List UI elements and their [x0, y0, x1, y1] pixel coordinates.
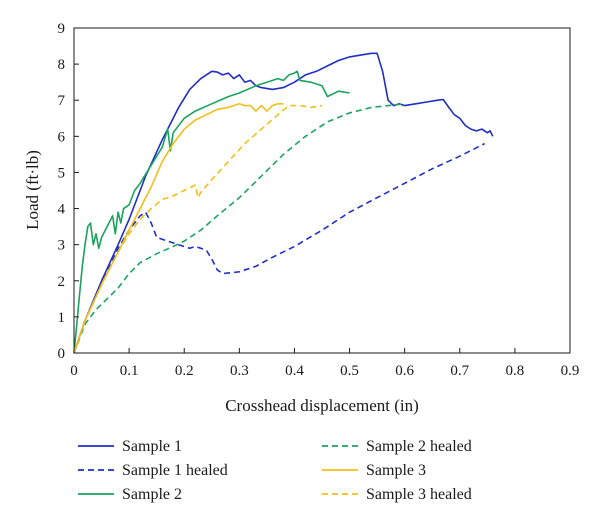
series-line-sample-3-healed [73, 104, 323, 354]
legend: Sample 1 Sample 1 healed Sample 2 Sample 2 … [78, 438, 472, 503]
x-tick-label: 0.2 [175, 363, 194, 379]
x-tick-label: 0.3 [230, 363, 249, 379]
series-line-sample-1-healed [73, 142, 485, 354]
series-line-sample-1 [73, 52, 494, 354]
y-axis-label: Load (ft·lb) [23, 150, 42, 230]
y-tick-label: 7 [58, 93, 66, 109]
x-tick-label: 0.7 [450, 363, 469, 379]
x-tick-label: 0 [70, 363, 78, 379]
x-axis-label: Crosshead displacement (in) [225, 396, 419, 415]
series-line-sample-2-healed [73, 103, 405, 354]
y-tick-label: 9 [58, 21, 66, 37]
legend-label-sample-1-healed: Sample 1 healed [122, 462, 228, 479]
y-tick-label: 6 [58, 129, 66, 145]
plot-frame [73, 27, 571, 354]
x-tick-label: 0.5 [340, 363, 359, 379]
series-line-sample-3 [73, 103, 284, 354]
legend-label-sample-3: Sample 3 [366, 462, 426, 479]
x-tick-label: 0.8 [506, 363, 525, 379]
y-tick-label: 8 [58, 57, 66, 73]
series-layer [73, 52, 494, 354]
x-tick-label: 0.6 [395, 363, 414, 379]
y-tick-label: 2 [58, 274, 66, 290]
tick-layer: 0 0.1 0.2 0.3 0.4 0.5 0.6 0.7 0.8 0.9 0 1 2 3 4 5 6 7 8 9 [58, 21, 580, 379]
y-tick-label: 5 [58, 165, 66, 181]
legend-label-sample-2-healed: Sample 2 healed [366, 438, 472, 455]
y-tick-label: 0 [58, 346, 66, 362]
series-line-sample-2 [73, 70, 350, 354]
y-tick-label: 1 [58, 310, 66, 326]
y-tick-label: 4 [58, 202, 66, 218]
x-tick-label: 0.1 [120, 363, 139, 379]
legend-label-sample-2: Sample 2 [122, 486, 182, 503]
y-tick-label: 3 [58, 238, 66, 254]
x-tick-label: 0.9 [561, 363, 580, 379]
legend-label-sample-1: Sample 1 [122, 438, 182, 455]
legend-label-sample-3-healed: Sample 3 healed [366, 486, 472, 503]
x-tick-label: 0.4 [285, 363, 304, 379]
